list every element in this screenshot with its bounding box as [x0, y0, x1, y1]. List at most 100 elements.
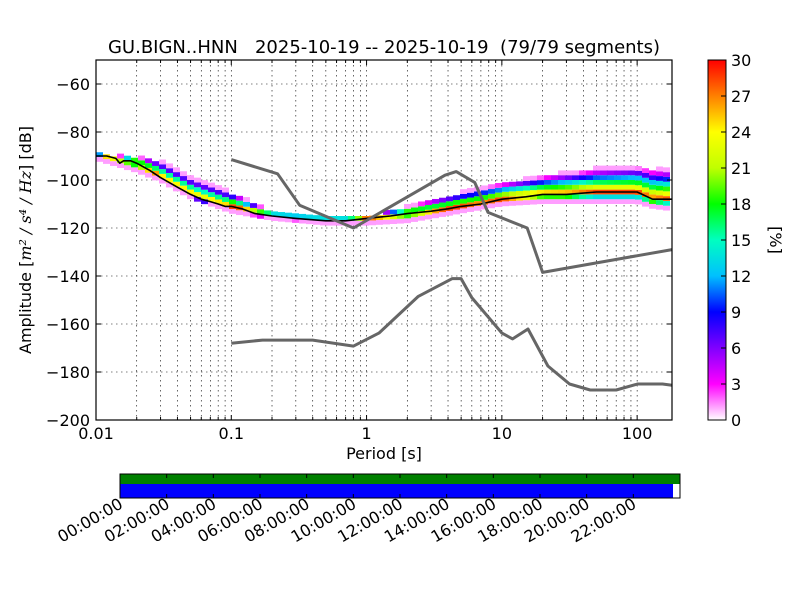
ppd-cell [551, 189, 558, 195]
ppd-cell [397, 214, 404, 219]
ppd-cell [558, 194, 565, 200]
ppd-cell [509, 181, 516, 187]
ppd-cell [572, 175, 579, 180]
ppd-cell [453, 195, 460, 201]
ppd-cell [621, 175, 628, 180]
ppd-cell [565, 175, 572, 180]
ppd-cell [201, 189, 208, 195]
y-tick-label: −60 [56, 75, 90, 94]
ppd-cell [173, 176, 180, 182]
ppd-cell [278, 212, 285, 217]
ppd-cell [208, 187, 215, 193]
ppd-cell [530, 194, 537, 200]
ppd-cell [418, 211, 425, 216]
ppd-cell [320, 220, 327, 226]
ppd-cell [558, 180, 565, 185]
ppd-cell [152, 175, 159, 181]
colorbar-tick-label: 0 [731, 411, 741, 430]
ppd-cell [481, 190, 488, 196]
ppd-cell [474, 196, 481, 202]
ppd-cell [257, 209, 264, 214]
colorbar-label: [%] [766, 226, 785, 254]
ppd-cell [250, 203, 257, 208]
ppd-cell [418, 201, 425, 207]
ppd-cell [614, 170, 621, 176]
ppd-cell [565, 194, 572, 200]
ppd-cell [572, 184, 579, 190]
ppd-cell [208, 201, 215, 207]
ppd-cell [586, 175, 593, 180]
ppd-cell [551, 199, 558, 204]
ppd-cell [243, 206, 250, 212]
ppd-cell [649, 170, 656, 176]
ppd-cell [271, 216, 278, 222]
ppd-cell [404, 208, 411, 214]
ppd-cell [600, 184, 607, 190]
availability-frame [119, 473, 681, 499]
ppd-cell [621, 165, 628, 171]
ppd-cell [516, 190, 523, 196]
ppd-cell [607, 184, 614, 190]
ppd-cell [600, 165, 607, 171]
x-tick-label: 10 [492, 424, 512, 443]
ppd-cell [208, 192, 215, 198]
ppd-cell [663, 172, 670, 177]
ppd-cell [397, 209, 404, 215]
ppd-cell [628, 170, 635, 176]
ppd-cell [607, 165, 614, 171]
ppd-cell [166, 173, 173, 178]
ppd-cell [180, 180, 187, 186]
ppd-cell [173, 172, 180, 177]
ppd-cell [446, 210, 453, 216]
ppd-cell [243, 197, 250, 202]
ppd-cell [145, 172, 152, 178]
ppd-cell [572, 170, 579, 176]
ppd-cell [649, 203, 656, 209]
ppd-cell [586, 199, 593, 204]
ppd-cell [110, 161, 117, 166]
x-tick-label: 100 [622, 424, 653, 443]
ppd-cell [635, 194, 642, 200]
ppd-cell [355, 216, 362, 221]
ppd-cell [460, 208, 467, 214]
ppd-cell [250, 212, 257, 218]
ppd-cell [656, 195, 663, 201]
ppd-cell [642, 168, 649, 174]
ppd-cell [537, 199, 544, 205]
ppd-cell [236, 200, 243, 206]
ppd-cell [320, 215, 327, 221]
ppd-cell [453, 209, 460, 215]
coverage-bar [120, 474, 680, 484]
ppd-cell [586, 194, 593, 200]
ppd-cell [187, 175, 194, 180]
ppd-cell [467, 187, 474, 193]
x-tick-label: 1 [361, 424, 371, 443]
ppd-cell [551, 175, 558, 180]
ppd-cell [488, 184, 495, 190]
ppd-cell [614, 175, 621, 180]
ppd-cell [621, 199, 628, 204]
ppd-cell [642, 177, 649, 183]
ppd-cell [558, 175, 565, 180]
x-tick-label: 0.01 [78, 424, 114, 443]
ppd-cell [446, 201, 453, 207]
ppd-cell [131, 157, 138, 163]
ppd-cell [194, 182, 201, 188]
ppd-cell [663, 176, 670, 182]
ppd-cell [558, 199, 565, 204]
ppd-cell [390, 209, 397, 215]
ppd-cell [243, 211, 250, 217]
ppd-cell [649, 189, 656, 195]
ppd-cell [432, 213, 439, 219]
ppd-cell [614, 184, 621, 190]
ppd-cell [425, 205, 432, 210]
ppd-cell [628, 180, 635, 185]
ppd-cell [124, 165, 131, 171]
ppd-cell [551, 194, 558, 200]
ppd-cell [565, 189, 572, 195]
ppd-cell [159, 169, 166, 174]
ppd-cell [201, 199, 208, 205]
x-tick-label: 0.1 [219, 424, 244, 443]
ppd-cell [180, 176, 187, 181]
ppd-cell [292, 213, 299, 219]
